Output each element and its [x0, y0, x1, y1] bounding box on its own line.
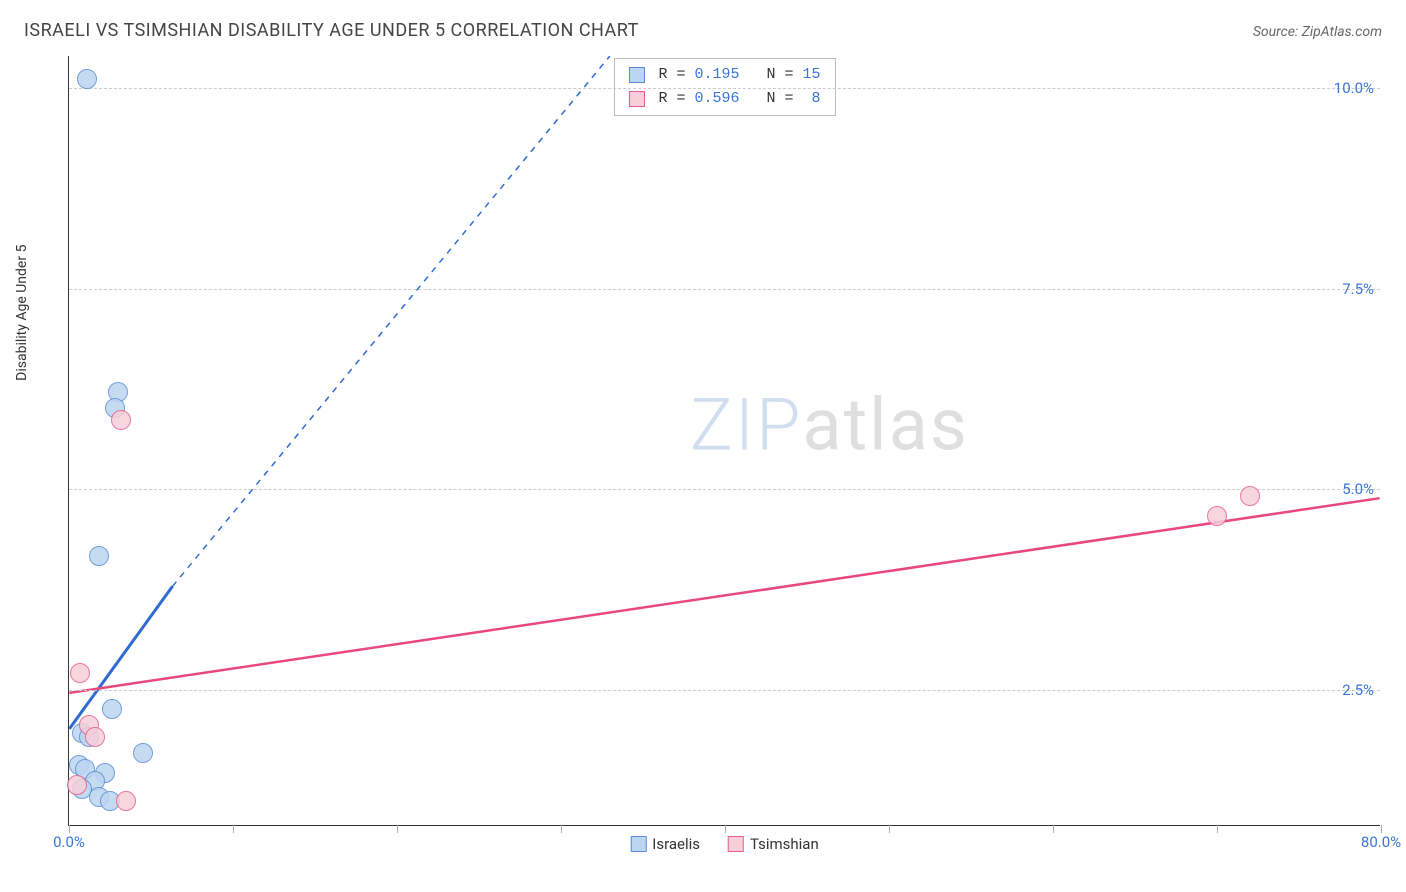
x-tick	[1381, 825, 1382, 833]
correlation-legend-text: R = 0.596 N = 8	[658, 87, 820, 111]
legend-swatch	[628, 67, 644, 83]
y-tick-label: 10.0%	[1334, 79, 1374, 97]
legend-swatch	[630, 836, 646, 852]
scatter-marker	[102, 699, 122, 719]
scatter-marker	[1240, 486, 1260, 506]
y-tick-label: 7.5%	[1342, 280, 1374, 298]
x-tick	[69, 825, 70, 833]
gridline-horizontal	[69, 489, 1380, 490]
watermark: ZIPatlas	[690, 383, 969, 468]
legend-swatch	[628, 91, 644, 107]
scatter-marker	[111, 410, 131, 430]
trend-line-extension	[173, 56, 610, 586]
correlation-legend: R = 0.195 N = 15R = 0.596 N = 8	[613, 58, 835, 116]
scatter-marker	[1207, 506, 1227, 526]
series-legend-item: Tsimshian	[728, 835, 819, 853]
scatter-marker	[67, 775, 87, 795]
series-legend-item: Israelis	[630, 835, 700, 853]
gridline-horizontal	[69, 88, 1380, 89]
watermark-suffix: atlas	[802, 383, 969, 468]
scatter-marker	[70, 663, 90, 683]
x-tick-label: 0.0%	[53, 833, 85, 851]
plot-inner: ZIPatlas R = 0.195 N = 15R = 0.596 N = 8…	[68, 56, 1380, 826]
plot-area: Disability Age Under 5 ZIPatlas R = 0.19…	[50, 56, 1380, 826]
x-tick	[233, 825, 234, 833]
scatter-marker	[89, 546, 109, 566]
series-legend: Israelis Tsimshian	[630, 835, 819, 853]
x-tick	[725, 825, 726, 833]
chart-title: ISRAELI VS TSIMSHIAN DISABILITY AGE UNDE…	[24, 20, 639, 41]
x-tick	[889, 825, 890, 833]
scatter-marker	[133, 743, 153, 763]
scatter-marker	[77, 69, 97, 89]
legend-swatch	[728, 836, 744, 852]
gridline-horizontal	[69, 289, 1380, 290]
watermark-prefix: ZIP	[690, 383, 803, 468]
x-tick	[1217, 825, 1218, 833]
scatter-marker	[85, 727, 105, 747]
chart-source: Source: ZipAtlas.com	[1253, 24, 1382, 40]
correlation-legend-row: R = 0.195 N = 15	[628, 63, 820, 87]
trend-lines-layer	[69, 56, 1380, 825]
correlation-legend-text: R = 0.195 N = 15	[658, 63, 820, 87]
series-legend-label: Israelis	[652, 835, 700, 853]
y-tick-label: 2.5%	[1342, 681, 1374, 699]
x-tick	[397, 825, 398, 833]
x-tick-label: 80.0%	[1361, 833, 1401, 851]
series-legend-label: Tsimshian	[750, 835, 819, 853]
trend-line	[69, 498, 1379, 693]
y-axis-label: Disability Age Under 5	[14, 245, 30, 381]
y-tick-label: 5.0%	[1342, 480, 1374, 498]
x-tick	[1053, 825, 1054, 833]
scatter-marker	[116, 791, 136, 811]
x-tick	[561, 825, 562, 833]
correlation-legend-row: R = 0.596 N = 8	[628, 87, 820, 111]
gridline-horizontal	[69, 690, 1380, 691]
chart-header: ISRAELI VS TSIMSHIAN DISABILITY AGE UNDE…	[24, 20, 1382, 41]
